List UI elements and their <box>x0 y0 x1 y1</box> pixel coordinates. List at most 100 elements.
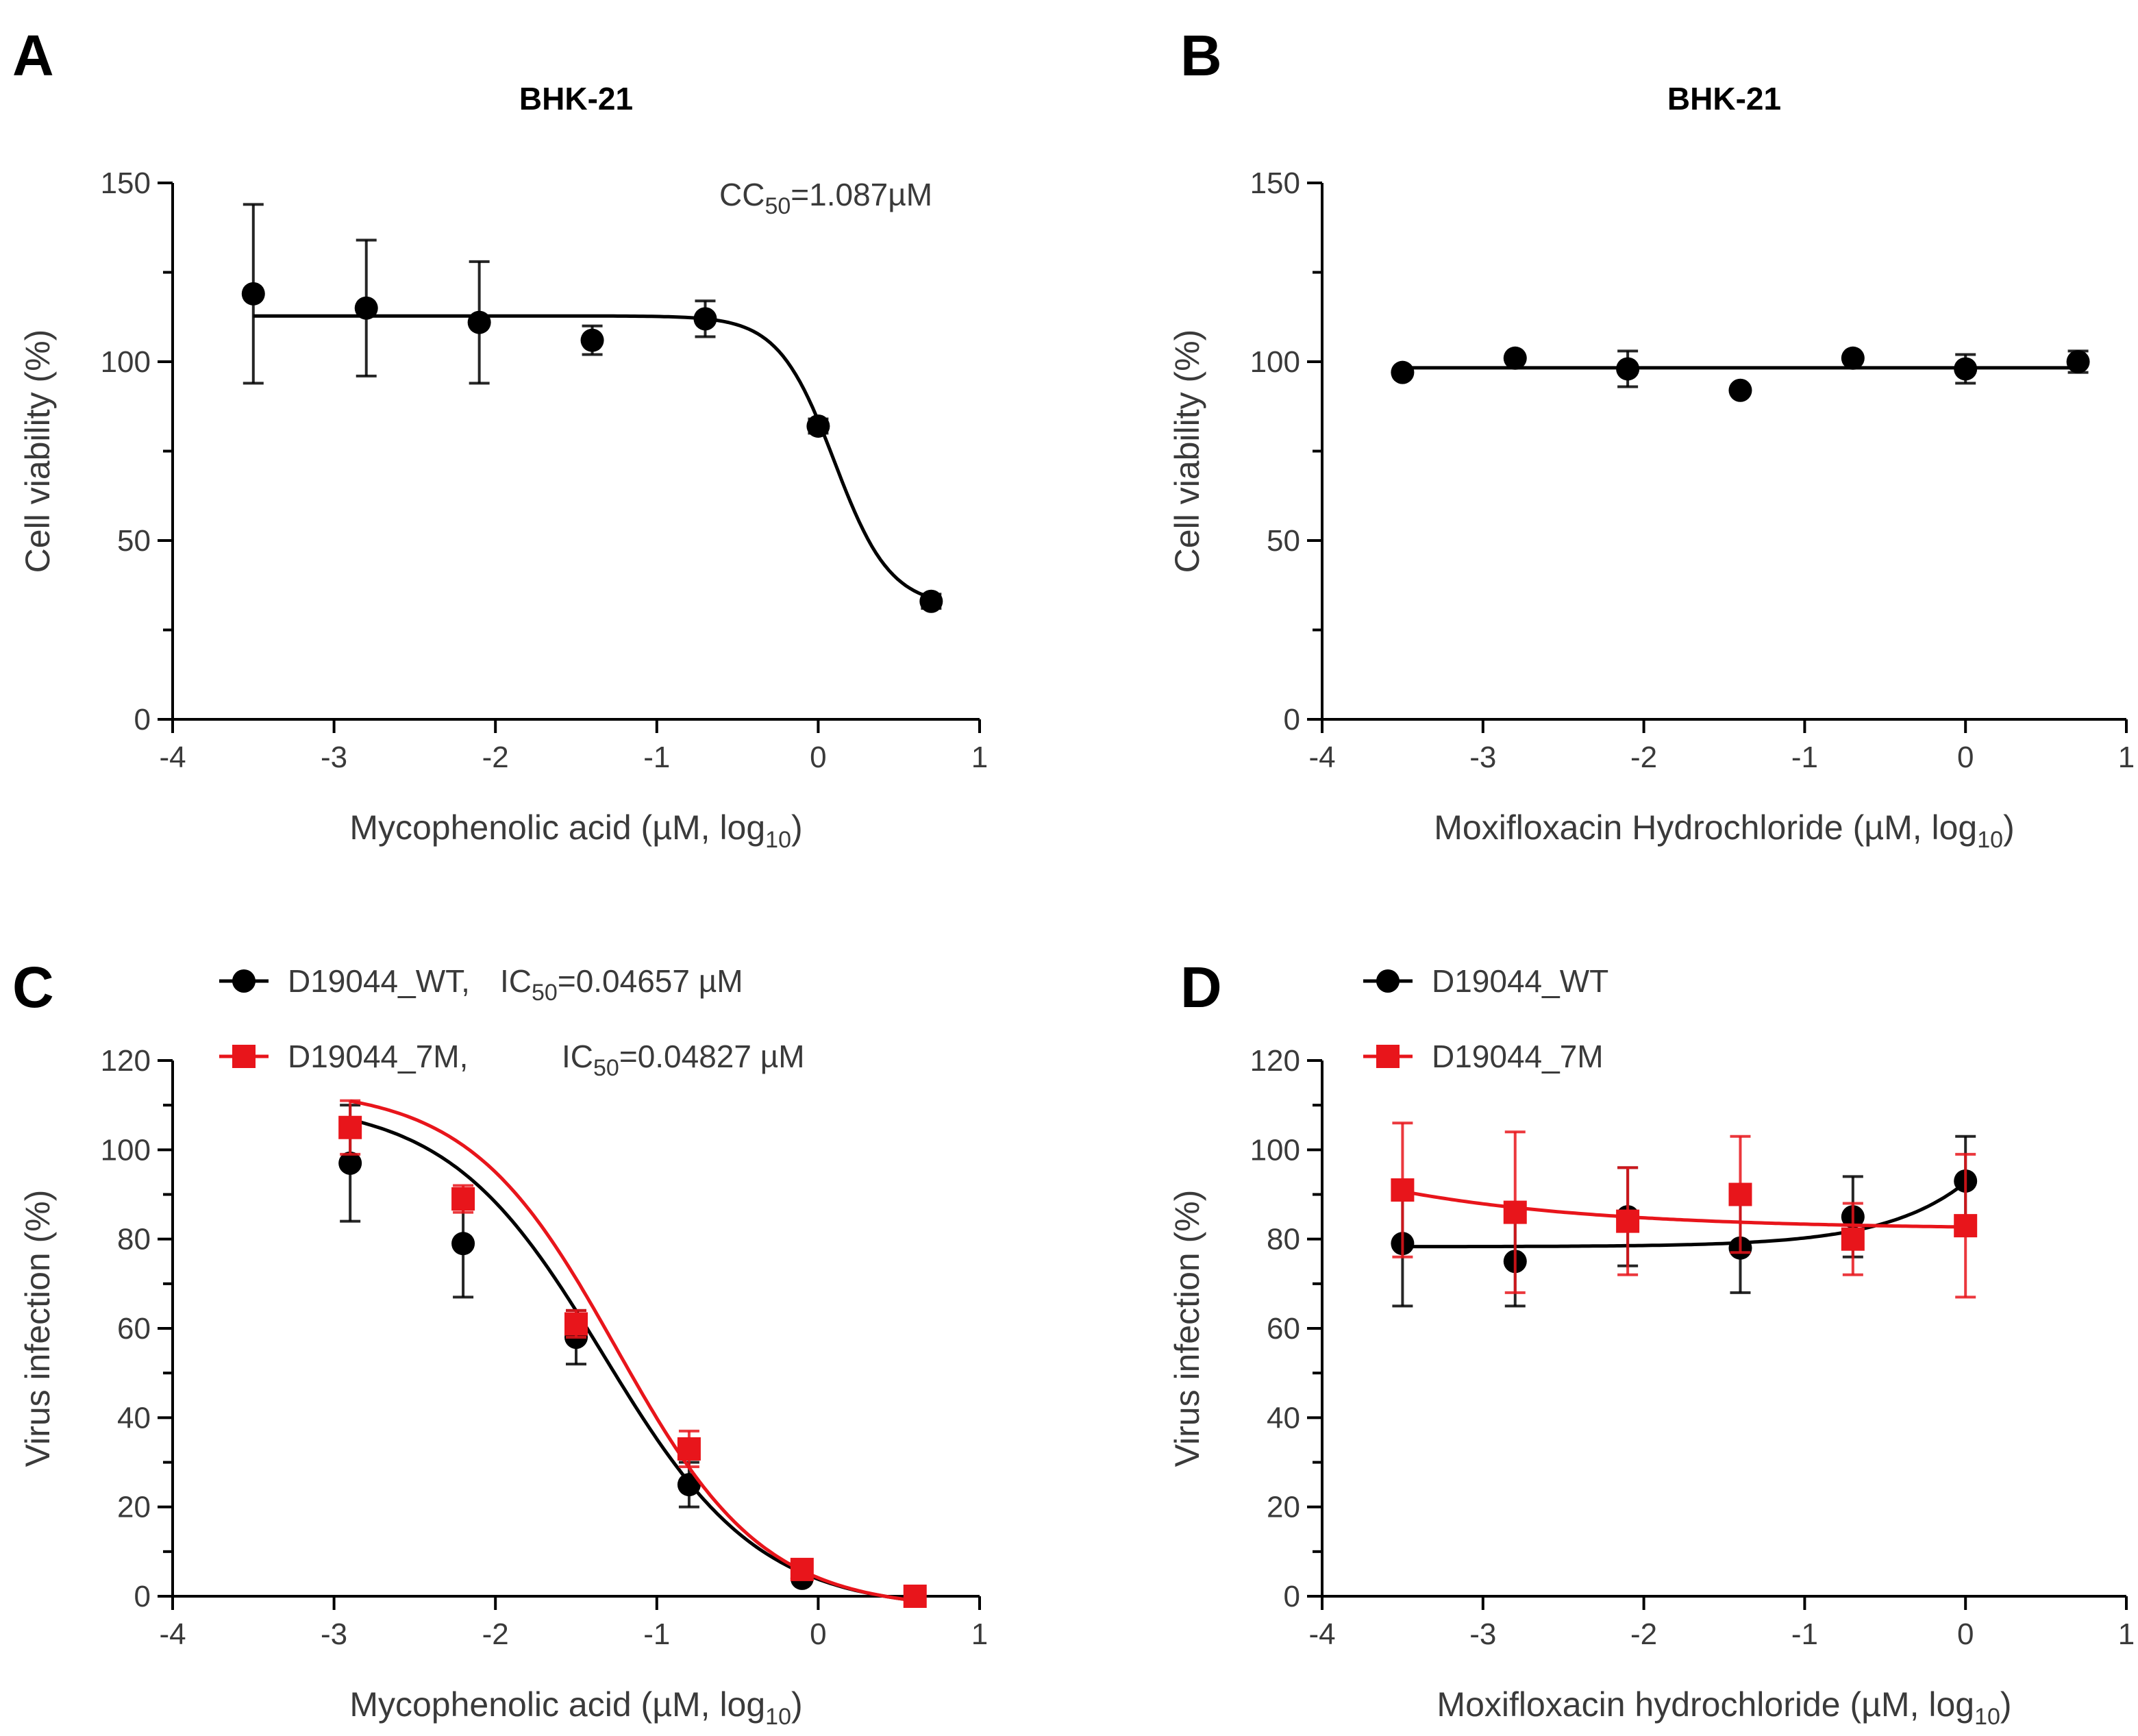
fit-curve <box>1402 1180 1967 1249</box>
y-tick-label: 60 <box>1267 1312 1300 1346</box>
data-point <box>2066 350 2090 373</box>
x-tick-label: -3 <box>1469 1617 1496 1651</box>
x-axis-label: Moxifloxacin hydrochloride (µM, log10) <box>1437 1685 2011 1730</box>
panel-label: C <box>12 955 54 1019</box>
legend-entry: D19044_7M, IC50=0.04827 µM <box>219 1039 805 1081</box>
x-tick-label: 1 <box>971 741 988 774</box>
x-tick-label: 0 <box>1957 1617 1974 1651</box>
y-tick-label: 0 <box>1284 1580 1300 1613</box>
panel-D: D 0 20 40 60 80 100 120 -4 -3 -2 -1 0 1 Moxifloxacin h… <box>1168 955 2135 1730</box>
y-tick-label: 20 <box>1267 1491 1300 1524</box>
legend-label: D19044_7M <box>1432 1039 1604 1074</box>
y-tick-label: 120 <box>101 1044 151 1078</box>
legend-ic50: IC50=0.04657 µM <box>500 963 743 1006</box>
x-axis-label: Mycophenolic acid (µM, log10) <box>349 808 802 853</box>
data-point <box>338 1151 362 1175</box>
data-point <box>1391 360 1415 384</box>
data-point <box>677 1473 701 1497</box>
data-point <box>564 1312 588 1336</box>
x-tick-label: -3 <box>321 1617 347 1651</box>
data-point <box>1616 1209 1640 1233</box>
x-tick-label: -4 <box>1308 1617 1335 1651</box>
panel-A: A BHK-21 0 50 100 150 -4 -3 -2 -1 0 1 Mycophenolic a… <box>12 23 988 853</box>
data-point <box>919 589 943 613</box>
data-point <box>451 1187 475 1211</box>
legend-marker <box>1376 969 1400 993</box>
y-tick-label: 100 <box>101 1133 151 1167</box>
data-point <box>790 1557 814 1581</box>
series-d19044-7m <box>1391 1121 1978 1299</box>
panel-label: D <box>1180 955 1222 1019</box>
panel-C: C 0 20 40 60 80 100 120 -4 -3 -2 -1 0 1 Mycophenolic a… <box>12 955 988 1730</box>
legend-marker <box>1376 1045 1400 1068</box>
y-tick-label: 100 <box>1250 1133 1300 1167</box>
data-point <box>354 296 378 320</box>
data-point <box>1391 1178 1415 1202</box>
y-tick-label: 80 <box>117 1223 151 1256</box>
x-axis-label: Moxifloxacin Hydrochloride (µM, log10) <box>1434 808 2014 853</box>
data-point <box>806 414 830 438</box>
data-point <box>1954 1214 1978 1238</box>
fit-curve <box>349 1099 916 1602</box>
y-axis-label: Cell viability (%) <box>18 330 57 573</box>
cc50-annotation: CC50=1.087µM <box>719 177 932 219</box>
x-tick-label: -1 <box>643 1617 670 1651</box>
x-tick-label: -2 <box>482 741 509 774</box>
y-axis-label: Virus infection (%) <box>18 1190 57 1467</box>
fit-curve <box>253 314 932 599</box>
y-tick-label: 40 <box>117 1401 151 1435</box>
data-point <box>693 307 717 331</box>
y-tick-label: 50 <box>1267 524 1300 558</box>
y-tick-label: 0 <box>134 1580 151 1613</box>
y-tick-label: 50 <box>117 524 151 558</box>
y-tick-label: 40 <box>1267 1401 1300 1435</box>
legend-marker <box>232 969 256 993</box>
x-tick-label: -4 <box>159 741 186 774</box>
y-tick-label: 100 <box>101 345 151 379</box>
legend-label: D19044_7M, <box>288 1039 468 1074</box>
data-point <box>1841 346 1865 370</box>
y-tick-label: 100 <box>1250 345 1300 379</box>
x-tick-label: -3 <box>321 741 347 774</box>
panel-label: A <box>12 23 54 88</box>
legend-entry: D19044_WT <box>1363 963 1608 999</box>
data-point <box>467 310 491 334</box>
fit-curve <box>1402 1189 1966 1229</box>
legend-entry: D19044_7M <box>1363 1039 1604 1074</box>
data-point <box>1841 1227 1865 1251</box>
x-tick-label: -3 <box>1469 741 1496 774</box>
y-tick-label: 20 <box>117 1491 151 1524</box>
data-point <box>1728 378 1752 402</box>
y-tick-label: 80 <box>1267 1223 1300 1256</box>
x-tick-label: 0 <box>810 1617 826 1651</box>
x-tick-label: -1 <box>643 741 670 774</box>
fit-curve <box>349 1117 916 1602</box>
legend-marker <box>232 1045 256 1068</box>
x-tick-label: -2 <box>1630 741 1657 774</box>
legend-ic50: IC50=0.04827 µM <box>562 1039 805 1081</box>
series-bhk-21-viability <box>1391 346 2090 402</box>
panel-title: BHK-21 <box>519 81 633 116</box>
y-tick-label: 120 <box>1250 1044 1300 1078</box>
x-tick-label: -2 <box>1630 1617 1657 1651</box>
x-tick-label: 1 <box>2118 1617 2135 1651</box>
panel-B: B BHK-21 0 50 100 150 -4 -3 -2 -1 0 1 Moxifloxacin H… <box>1168 23 2135 853</box>
x-tick-label: -4 <box>1308 741 1335 774</box>
x-axis-label: Mycophenolic acid (µM, log10) <box>349 1685 802 1730</box>
data-point <box>1954 357 1978 381</box>
y-tick-label: 0 <box>134 703 151 736</box>
x-tick-label: -2 <box>482 1617 509 1651</box>
y-axis-label: Cell viability (%) <box>1168 330 1206 573</box>
x-tick-label: 1 <box>971 1617 988 1651</box>
y-axis-label: Virus infection (%) <box>1168 1190 1206 1467</box>
series-d19044-wt- <box>338 1104 927 1608</box>
data-point <box>1503 346 1527 370</box>
x-tick-label: -1 <box>1791 1617 1818 1651</box>
data-point <box>1728 1182 1752 1206</box>
legend-label: D19044_WT <box>1432 963 1608 999</box>
data-point <box>677 1437 701 1461</box>
legend-entry: D19044_WT, IC50=0.04657 µM <box>219 963 743 1006</box>
y-tick-label: 60 <box>117 1312 151 1346</box>
data-point <box>903 1585 927 1608</box>
